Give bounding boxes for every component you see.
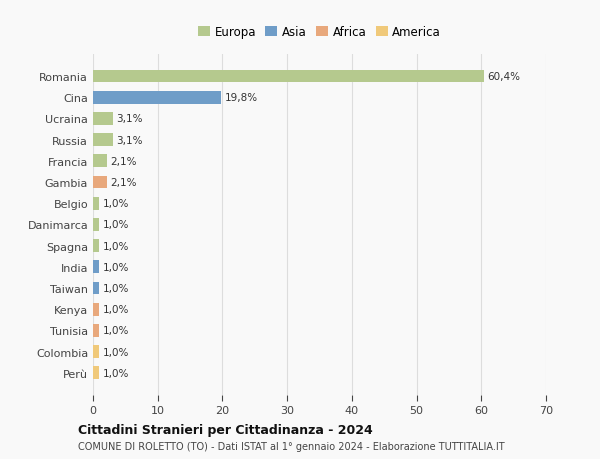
Bar (93, 218, 100, 231)
Bar (93, 282, 100, 295)
Bar (93, 240, 100, 252)
Text: 1,0%: 1,0% (103, 326, 129, 336)
Bar (93, 197, 100, 210)
Bar (93, 71, 484, 83)
Text: 1,0%: 1,0% (103, 368, 129, 378)
Text: 60,4%: 60,4% (487, 72, 520, 82)
Text: 1,0%: 1,0% (103, 283, 129, 293)
Text: 1,0%: 1,0% (103, 220, 129, 230)
Bar (93, 134, 113, 147)
Text: 3,1%: 3,1% (116, 135, 143, 146)
Bar (93, 367, 100, 379)
Bar (93, 261, 100, 274)
Bar (93, 92, 221, 104)
Text: COMUNE DI ROLETTO (TO) - Dati ISTAT al 1° gennaio 2024 - Elaborazione TUTTITALIA: COMUNE DI ROLETTO (TO) - Dati ISTAT al 1… (78, 441, 505, 451)
Bar (93, 176, 107, 189)
Text: 2,1%: 2,1% (110, 178, 136, 188)
Text: 1,0%: 1,0% (103, 262, 129, 272)
Text: Cittadini Stranieri per Cittadinanza - 2024: Cittadini Stranieri per Cittadinanza - 2… (78, 423, 373, 436)
Bar (93, 303, 100, 316)
Bar (93, 346, 100, 358)
Bar (93, 155, 107, 168)
Text: 2,1%: 2,1% (110, 157, 136, 167)
Text: 1,0%: 1,0% (103, 241, 129, 251)
Text: 3,1%: 3,1% (116, 114, 143, 124)
Text: 1,0%: 1,0% (103, 347, 129, 357)
Text: 1,0%: 1,0% (103, 304, 129, 314)
Text: 19,8%: 19,8% (224, 93, 257, 103)
Bar (93, 113, 113, 125)
Legend: Europa, Asia, Africa, America: Europa, Asia, Africa, America (194, 22, 445, 42)
Text: 1,0%: 1,0% (103, 199, 129, 209)
Bar (93, 325, 100, 337)
